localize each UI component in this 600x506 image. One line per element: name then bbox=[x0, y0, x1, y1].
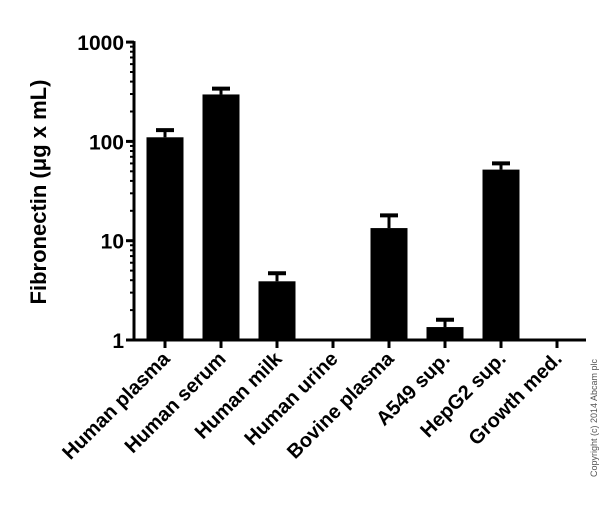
copyright-notice: Copyright (c) 2014 Abcam plc bbox=[589, 358, 599, 477]
bar bbox=[146, 137, 184, 340]
bar bbox=[370, 228, 408, 340]
bars-group bbox=[146, 94, 520, 340]
y-axis: 1 10 100 1000 bbox=[77, 32, 136, 353]
error-bars-group bbox=[156, 86, 510, 328]
bar bbox=[482, 169, 520, 340]
bar bbox=[202, 94, 240, 340]
y-tick-label: 1000 bbox=[77, 32, 124, 55]
y-tick-label: 10 bbox=[101, 231, 124, 254]
bar bbox=[426, 327, 464, 340]
x-tick-label: Human serum bbox=[121, 348, 231, 458]
y-tick-label: 100 bbox=[89, 131, 124, 154]
y-tick-label: 1 bbox=[112, 330, 124, 353]
y-axis-label: Fibronectin (μg x mL) bbox=[26, 80, 51, 305]
bar bbox=[258, 281, 296, 340]
